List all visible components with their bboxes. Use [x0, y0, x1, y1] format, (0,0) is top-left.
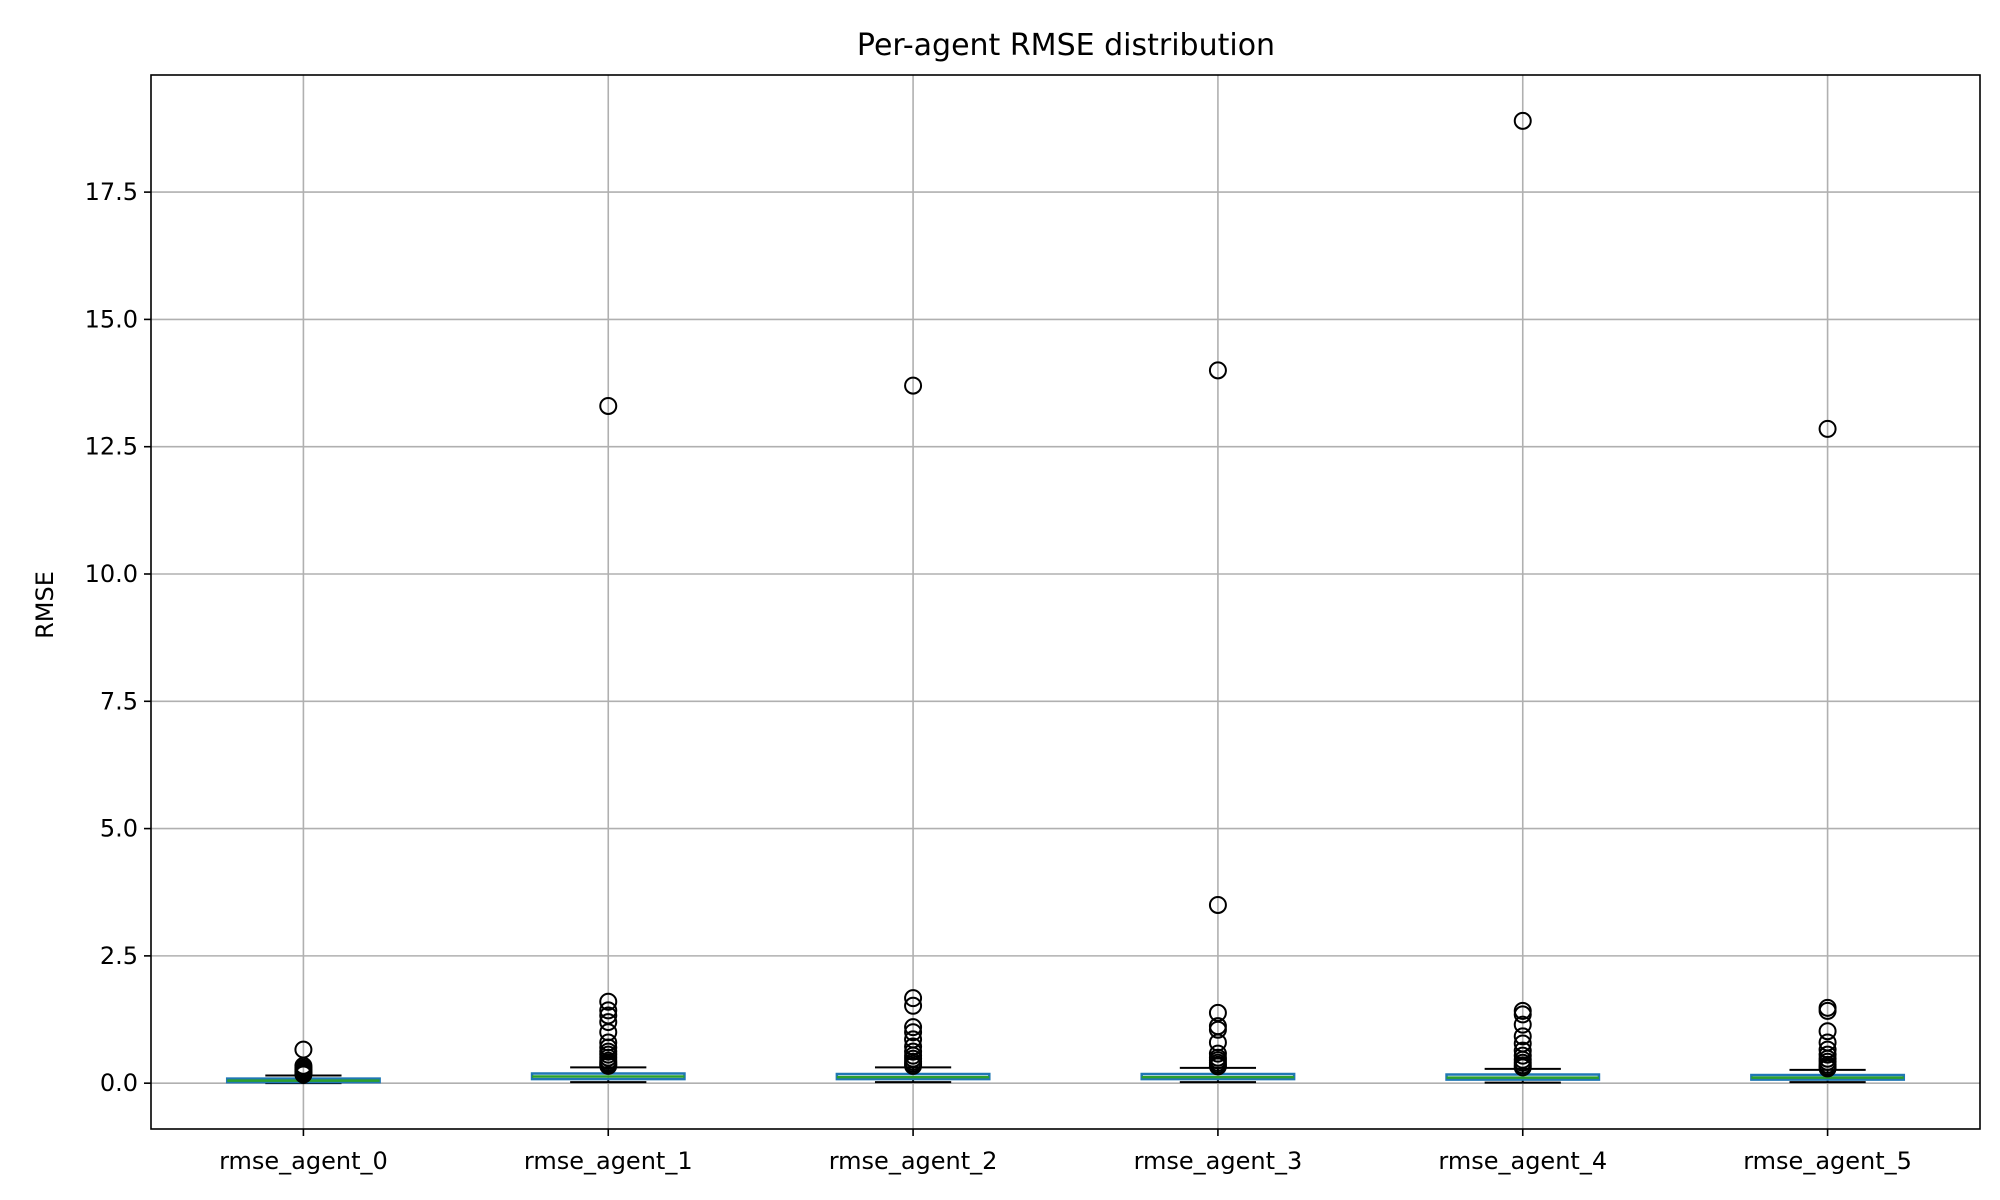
plot-area: [225, 111, 1906, 1085]
y-axis-label: RMSE: [31, 571, 59, 639]
grid-lines: [151, 75, 1980, 1129]
outlier-point: [1208, 895, 1227, 914]
plot-frame: [150, 74, 1981, 1130]
outlier-point: [1513, 1046, 1532, 1065]
outlier-point: [904, 996, 923, 1015]
outlier-point: [294, 1040, 313, 1059]
outlier-point: [904, 1037, 923, 1056]
outlier-point: [1818, 419, 1837, 438]
x-tick-label: rmse_agent_4: [1438, 1147, 1607, 1175]
box-rmse_agent_3: [1140, 361, 1296, 1084]
outlier-point: [904, 376, 923, 395]
outlier-point: [1513, 1027, 1532, 1046]
box-rmse_agent_1: [530, 396, 686, 1084]
outlier-point: [904, 989, 923, 1008]
chart-title: Per-agent RMSE distribution: [857, 28, 1275, 63]
outlier-point: [904, 1030, 923, 1049]
outlier-point: [1208, 361, 1227, 380]
x-tick-label: rmse_agent_0: [219, 1147, 388, 1175]
outlier-point: [1818, 998, 1837, 1017]
y-tick-label: 7.5: [100, 687, 138, 715]
x-tick-label: rmse_agent_1: [524, 1147, 693, 1175]
outlier-point: [599, 1001, 618, 1020]
outlier-point: [1818, 1040, 1837, 1059]
y-tick-label: 5.0: [100, 815, 138, 843]
outlier-point: [599, 1006, 618, 1025]
outlier-point: [904, 1018, 923, 1037]
outlier-point: [599, 1033, 618, 1052]
outlier-point: [1818, 1033, 1837, 1052]
y-tick-label: 12.5: [85, 433, 138, 461]
y-tick-label: 10.0: [85, 560, 138, 588]
outlier-point: [1208, 1017, 1227, 1036]
outlier-point: [599, 1013, 618, 1032]
axes: 0.0 2.5 5.0 7.5 10.0 12.5 15.0 17.5 rmse_agent_0…: [85, 178, 1912, 1175]
x-tick-label: rmse_agent_5: [1743, 1147, 1912, 1175]
outlier-point: [1513, 1041, 1532, 1060]
y-tick-label: 15.0: [85, 305, 138, 333]
outlier-point: [1818, 1045, 1837, 1064]
outlier-point: [1513, 1001, 1532, 1020]
box-rmse_agent_2: [835, 376, 991, 1084]
outlier-point: [1818, 1022, 1837, 1041]
box-rmse_agent_5: [1750, 419, 1906, 1084]
outlier-point: [1513, 1034, 1532, 1053]
outlier-point: [904, 1023, 923, 1042]
outlier-point: [599, 992, 618, 1011]
outlier-point: [1208, 1044, 1227, 1063]
outlier-point: [904, 1042, 923, 1061]
outlier-point: [1513, 111, 1532, 130]
y-tick-label: 17.5: [85, 178, 138, 206]
box-rmse_agent_4: [1445, 111, 1601, 1084]
outlier-point: [1513, 1015, 1532, 1034]
y-tick-label: 0.0: [100, 1069, 138, 1097]
y-tick-label: 2.5: [100, 942, 138, 970]
x-tick-label: rmse_agent_2: [829, 1147, 998, 1175]
outlier-point: [599, 396, 618, 415]
outlier-point: [1208, 1003, 1227, 1022]
x-tick-label: rmse_agent_3: [1134, 1147, 1303, 1175]
box-rmse_agent_0: [225, 1040, 381, 1085]
